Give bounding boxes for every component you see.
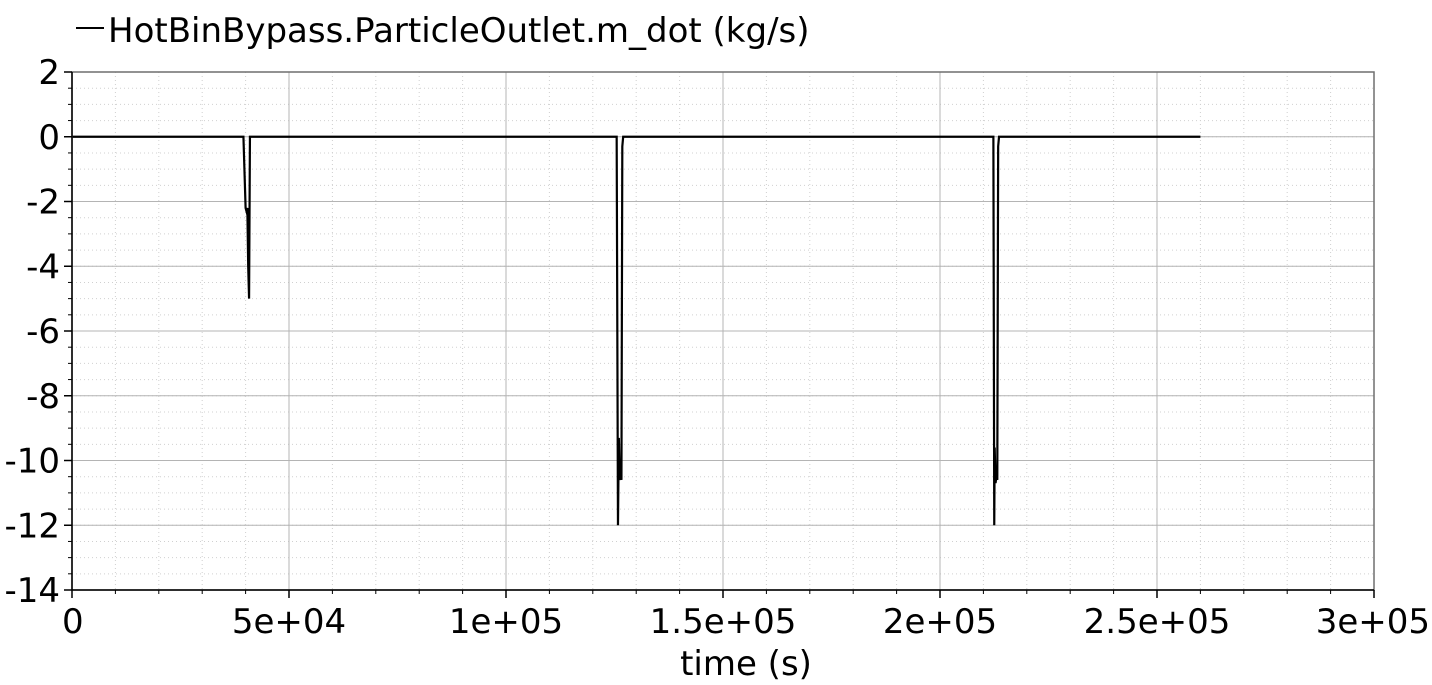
y-tick-label: -8 xyxy=(26,377,60,417)
series-line-m-dot xyxy=(72,135,1201,526)
legend-entry-label: HotBinBypass.ParticleOutlet.m_dot (kg/s) xyxy=(108,11,810,51)
series-layer xyxy=(72,135,1201,526)
major-gridlines xyxy=(71,71,1375,591)
x-tick-label: 2e+05 xyxy=(883,602,997,642)
y-tick-label: -4 xyxy=(26,247,60,287)
y-tick-label: -14 xyxy=(4,571,60,611)
y-tick-label: 2 xyxy=(38,53,60,93)
y-tick-label: 0 xyxy=(38,118,60,158)
x-tick-label: 1.5e+05 xyxy=(650,602,797,642)
y-tick-label: -6 xyxy=(26,312,60,352)
legend: HotBinBypass.ParticleOutlet.m_dot (kg/s) xyxy=(76,11,810,51)
y-tick-label: -10 xyxy=(4,442,60,482)
x-tick-label: 0 xyxy=(62,602,84,642)
x-axis-title: time (s) xyxy=(680,644,812,684)
x-tick-label: 5e+04 xyxy=(232,602,346,642)
x-tick-label: 2.5e+05 xyxy=(1084,602,1231,642)
y-tick-label: -12 xyxy=(4,506,60,546)
y-axis: 2 0 -2 -4 -6 -8 -10 -12 -14 xyxy=(4,53,73,611)
x-axis: 0 5e+04 1e+05 1.5e+05 2e+05 2.5e+05 3e+05 xyxy=(62,589,1430,642)
y-tick-label: -2 xyxy=(26,183,60,223)
x-tick-label: 3e+05 xyxy=(1316,602,1430,642)
x-tick-label: 1e+05 xyxy=(449,602,563,642)
